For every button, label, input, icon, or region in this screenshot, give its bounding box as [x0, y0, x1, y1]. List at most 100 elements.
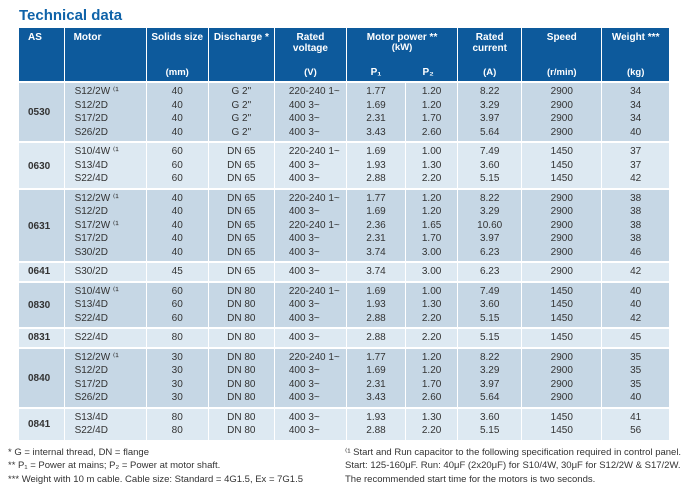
- current-cell: 6.23: [458, 262, 522, 282]
- weight-cell: 40: [602, 126, 669, 143]
- header-voltage-label: Rated voltage: [278, 32, 343, 54]
- discharge-cell: G 2": [208, 126, 274, 143]
- discharge-cell: DN 65: [208, 172, 274, 189]
- voltage-cell: 220-240 1~: [274, 189, 346, 206]
- solids-cell: 60: [146, 298, 208, 312]
- motor-cell: S12/2W ⁽¹: [64, 82, 146, 99]
- header-motor-label: Motor: [74, 32, 143, 43]
- solids-cell: 60: [146, 172, 208, 189]
- motor-cell: S22/4D: [64, 172, 146, 189]
- weight-cell: 35: [602, 348, 669, 365]
- solids-cell: 40: [146, 82, 208, 99]
- motor-cell: S12/2D: [64, 205, 146, 219]
- as-cell: 0830: [19, 282, 64, 329]
- p1-cell: 2.31: [346, 232, 405, 246]
- weight-cell: 34: [602, 112, 669, 126]
- p1-cell: 3.43: [346, 391, 405, 408]
- discharge-cell: DN 65: [208, 205, 274, 219]
- voltage-cell: 220-240 1~: [274, 82, 346, 99]
- p2-cell: 2.60: [406, 391, 458, 408]
- motor-cell: S30/2D: [64, 262, 146, 282]
- speed-cell: 2900: [522, 262, 602, 282]
- solids-cell: 40: [146, 205, 208, 219]
- voltage-cell: 400 3~: [274, 99, 346, 113]
- header-solids-unit: (mm): [150, 68, 205, 78]
- voltage-cell: 400 3~: [274, 262, 346, 282]
- solids-cell: 45: [146, 262, 208, 282]
- weight-cell: 35: [602, 378, 669, 392]
- p1-cell: 2.31: [346, 378, 405, 392]
- current-cell: 3.60: [458, 298, 522, 312]
- solids-cell: 40: [146, 219, 208, 233]
- p1-cell: 1.69: [346, 364, 405, 378]
- p2-cell: 1.30: [406, 298, 458, 312]
- speed-cell: 1450: [522, 424, 602, 440]
- discharge-cell: DN 65: [208, 142, 274, 159]
- current-cell: 8.22: [458, 189, 522, 206]
- p1-cell: 1.77: [346, 348, 405, 365]
- current-cell: 6.23: [458, 246, 522, 263]
- voltage-cell: 400 3~: [274, 391, 346, 408]
- footnote-discharge: * G = internal thread, DN = flange: [8, 446, 345, 460]
- discharge-cell: DN 65: [208, 232, 274, 246]
- solids-cell: 40: [146, 112, 208, 126]
- current-cell: 5.64: [458, 126, 522, 143]
- solids-cell: 30: [146, 348, 208, 365]
- weight-cell: 38: [602, 189, 669, 206]
- voltage-cell: 400 3~: [274, 246, 346, 263]
- solids-cell: 80: [146, 424, 208, 440]
- discharge-cell: DN 80: [208, 348, 274, 365]
- p2-cell: 1.20: [406, 189, 458, 206]
- speed-cell: 2900: [522, 82, 602, 99]
- speed-cell: 2900: [522, 232, 602, 246]
- weight-cell: 40: [602, 282, 669, 299]
- discharge-cell: DN 80: [208, 282, 274, 299]
- motor-cell: S26/2D: [64, 126, 146, 143]
- p2-cell: 2.20: [406, 424, 458, 440]
- weight-cell: 34: [602, 82, 669, 99]
- p1-cell: 2.88: [346, 328, 405, 348]
- p1-cell: 3.74: [346, 262, 405, 282]
- p1-cell: 2.88: [346, 424, 405, 440]
- voltage-cell: 400 3~: [274, 364, 346, 378]
- weight-cell: 42: [602, 172, 669, 189]
- voltage-cell: 400 3~: [274, 112, 346, 126]
- motor-cell: S17/2W ⁽¹: [64, 219, 146, 233]
- speed-cell: 2900: [522, 246, 602, 263]
- speed-cell: 2900: [522, 189, 602, 206]
- as-cell: 0530: [19, 82, 64, 142]
- speed-cell: 2900: [522, 99, 602, 113]
- discharge-cell: DN 65: [208, 219, 274, 233]
- speed-cell: 1450: [522, 159, 602, 173]
- discharge-cell: DN 65: [208, 159, 274, 173]
- p1-cell: 2.31: [346, 112, 405, 126]
- p2-cell: 3.00: [406, 262, 458, 282]
- speed-cell: 1450: [522, 328, 602, 348]
- header-speed: Speed (r/min): [522, 28, 602, 82]
- header-weight: Weight *** (kg): [602, 28, 669, 82]
- current-cell: 3.29: [458, 364, 522, 378]
- header-motor-power: Motor power ** (kW) P₁ P₂: [346, 28, 457, 82]
- speed-cell: 1450: [522, 172, 602, 189]
- current-cell: 8.22: [458, 348, 522, 365]
- solids-cell: 60: [146, 312, 208, 329]
- p1-cell: 3.74: [346, 246, 405, 263]
- weight-cell: 56: [602, 424, 669, 440]
- weight-cell: 38: [602, 232, 669, 246]
- current-cell: 7.49: [458, 282, 522, 299]
- voltage-cell: 400 3~: [274, 298, 346, 312]
- weight-cell: 35: [602, 364, 669, 378]
- voltage-cell: 400 3~: [274, 424, 346, 440]
- header-speed-label: Speed: [525, 32, 598, 43]
